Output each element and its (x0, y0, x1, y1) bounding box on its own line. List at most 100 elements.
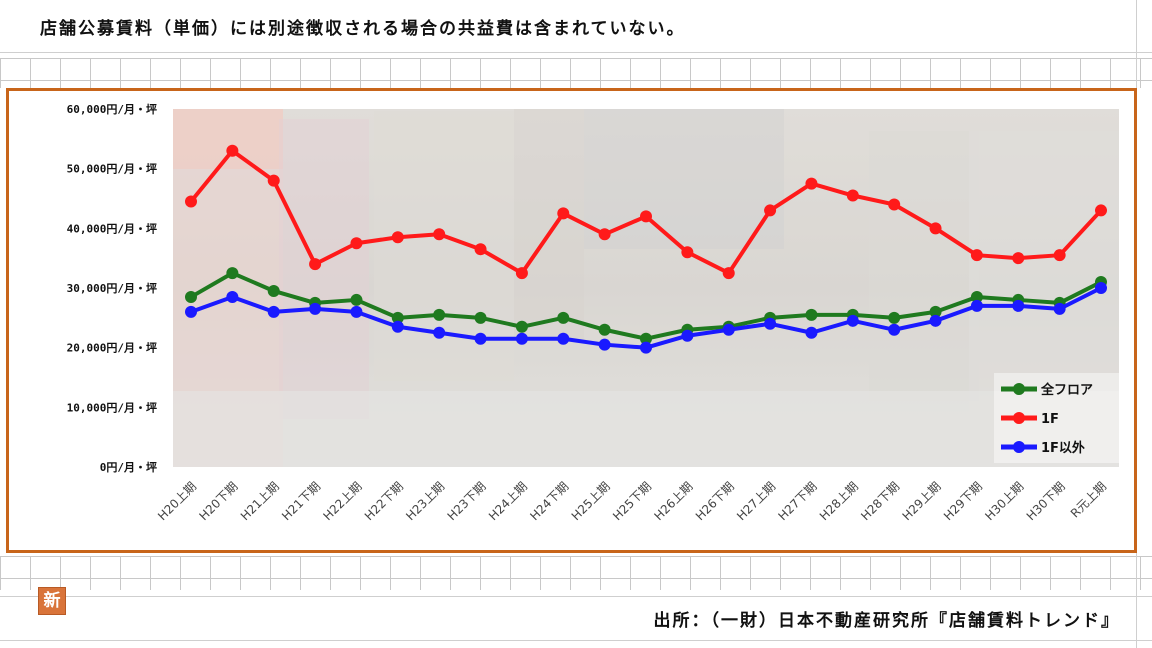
data-point (309, 258, 322, 271)
data-point (391, 311, 404, 324)
y-tick-label: 10,000円/月・坪 (67, 401, 157, 414)
x-tick-label: H23下期 (445, 479, 489, 523)
data-point (515, 320, 528, 333)
data-point (640, 341, 652, 354)
x-tick-label: H21下期 (279, 479, 323, 523)
x-tick-label: H29下期 (941, 479, 985, 523)
data-point (888, 323, 901, 336)
data-point (722, 267, 735, 280)
data-point (557, 332, 570, 345)
x-tick-label: H29上期 (900, 479, 944, 523)
data-point (598, 228, 611, 241)
data-point (1012, 252, 1025, 265)
data-point (681, 329, 694, 342)
x-tick-label: H23上期 (403, 479, 447, 523)
data-point (929, 222, 942, 235)
data-point (309, 302, 322, 315)
data-point (433, 228, 446, 241)
legend-label: 1F (1041, 412, 1059, 427)
x-tick-label: H28下期 (858, 479, 902, 523)
new-badge: 新 (38, 587, 66, 615)
x-tick-label: H30下期 (1024, 479, 1068, 523)
legend-label: 1F以外 (1041, 440, 1085, 456)
data-point (805, 177, 818, 190)
top-grid-band (0, 58, 1152, 88)
x-tick-label: H25上期 (569, 479, 613, 523)
data-point (1095, 204, 1107, 217)
data-point (474, 332, 487, 345)
data-point (185, 290, 197, 303)
x-tick-label: H27上期 (734, 479, 778, 523)
source-note: 出所：（一財）日本不動産研究所『店舗賃料トレンド』 (653, 611, 1120, 631)
data-point (846, 314, 859, 327)
data-point (970, 249, 983, 262)
data-point (1095, 282, 1107, 294)
x-tick-label: H26下期 (693, 479, 737, 523)
y-tick-label: 20,000円/月・坪 (67, 342, 157, 355)
data-point (185, 305, 197, 318)
data-point (391, 231, 404, 244)
x-tick-label: H20下期 (196, 479, 240, 523)
data-point (474, 243, 487, 256)
data-point (350, 293, 363, 306)
bottom-grid-band (0, 556, 1152, 590)
sheet-gridline (0, 640, 1152, 641)
data-point (888, 311, 901, 324)
data-point (888, 198, 901, 211)
data-point (433, 326, 446, 339)
data-point (1053, 302, 1066, 315)
street-photo-backdrop (173, 109, 1119, 467)
data-point (929, 305, 942, 318)
x-tick-label: R元上期 (1068, 479, 1109, 520)
sheet-gridline (0, 52, 1152, 53)
data-point (474, 311, 487, 324)
data-point (557, 311, 570, 324)
data-point (598, 338, 611, 351)
x-tick-label: H20上期 (155, 479, 199, 523)
x-tick-label: H27下期 (776, 479, 820, 523)
data-point (805, 326, 818, 339)
data-point (1012, 299, 1025, 312)
data-point (640, 210, 652, 223)
x-tick-label: H24上期 (486, 479, 530, 523)
y-tick-label: 60,000円/月・坪 (67, 103, 157, 116)
data-point (764, 204, 777, 217)
data-point (185, 195, 197, 208)
data-point (515, 267, 528, 280)
x-tick-label: H22下期 (362, 479, 406, 523)
data-point (805, 308, 818, 321)
x-tick-label: H21上期 (238, 479, 282, 523)
data-point (640, 332, 652, 345)
data-point (929, 314, 942, 327)
data-point (515, 332, 528, 345)
rent-trend-chart: 0円/月・坪 10,000円/月・坪 20,000円/月・坪 30,000円/月・坪 4… (67, 103, 1119, 523)
chart-legend: 全フロア 1F 1F以外 (994, 373, 1119, 463)
data-point (722, 323, 735, 336)
data-point (226, 290, 239, 303)
sheet-gridline (0, 596, 1152, 597)
data-point (764, 317, 777, 330)
data-point (681, 246, 694, 259)
top-note: 店舗公募賃料（単価）には別途徴収される場合の共益費は含まれていない。 (40, 19, 686, 39)
data-point (267, 305, 280, 318)
x-tick-label: H30上期 (982, 479, 1026, 523)
x-tick-label: H28上期 (817, 479, 861, 523)
data-point (267, 174, 280, 187)
chart-frame: 0円/月・坪 10,000円/月・坪 20,000円/月・坪 30,000円/月・坪 4… (6, 88, 1137, 615)
x-tick-label: H24下期 (527, 479, 571, 523)
data-point (970, 290, 983, 303)
data-point (970, 299, 983, 312)
data-point (846, 189, 859, 202)
y-tick-label: 40,000円/月・坪 (67, 222, 157, 235)
y-tick-label: 50,000円/月・坪 (67, 163, 157, 176)
data-point (267, 284, 280, 297)
data-point (433, 308, 446, 321)
data-point (226, 144, 239, 157)
legend-label: 全フロア (1040, 382, 1093, 398)
data-point (350, 305, 363, 318)
x-tick-label: H26上期 (651, 479, 695, 523)
data-point (350, 237, 363, 250)
data-point (226, 267, 239, 280)
legend-swatch-marker (1013, 383, 1025, 395)
data-point (1053, 249, 1066, 262)
